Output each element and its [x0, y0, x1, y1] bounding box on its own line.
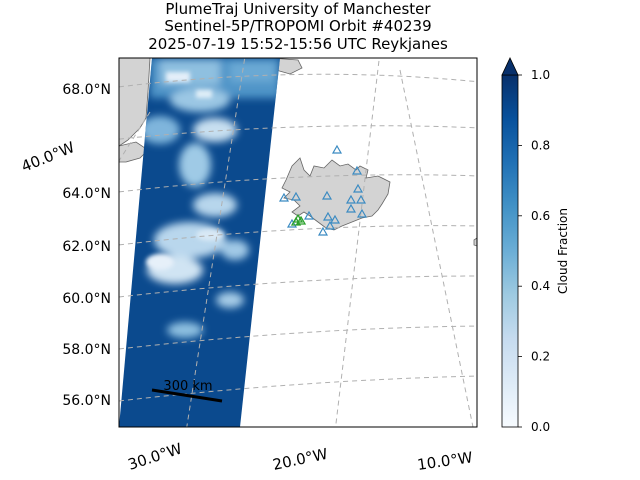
- colorbar-ticks: 0.0 0.2 0.4 0.6 0.8 1.0: [518, 68, 550, 434]
- colorbar-gradient: [501, 74, 519, 428]
- colorbar-tick-label: 1.0: [531, 68, 550, 82]
- volcano-marker: [352, 183, 364, 193]
- title-line-3: 2025-07-19 15:52-15:56 UTC Reykjanes: [148, 35, 448, 53]
- scale-bar-label: 300 km: [163, 379, 212, 394]
- colorbar-extend-arrow: [501, 57, 519, 76]
- lon-label-10: 10.0°W: [416, 448, 474, 474]
- map-frame: [118, 57, 478, 428]
- lat-label-60: 60.0°N: [62, 291, 111, 307]
- tropomi-swath: [119, 58, 280, 427]
- title-line-2: Sentinel-5P/TROPOMI Orbit #40239: [164, 17, 431, 35]
- volcano-marker: [329, 214, 341, 224]
- colorbar-tick-label: 0.8: [531, 138, 550, 152]
- lat-label-68: 68.0°N: [62, 82, 111, 98]
- lat-label-64: 64.0°N: [62, 186, 111, 202]
- lon-label-20: 20.0°W: [271, 445, 329, 474]
- greenland-land-south: [119, 141, 149, 163]
- colorbar-tick-label: 0.4: [531, 279, 550, 293]
- volcano-marker: [322, 211, 334, 221]
- colorbar-tick-label: 0.0: [531, 420, 550, 434]
- lat-label-58: 58.0°N: [62, 342, 111, 358]
- scale-bar: [151, 388, 223, 403]
- map-panel: 300 km: [119, 58, 477, 427]
- volcano-marker: [317, 226, 329, 236]
- volcano-marker: [356, 208, 368, 218]
- colorbar-label: Cloud Fraction: [556, 208, 570, 294]
- active-volcano-markers: [290, 213, 307, 226]
- volcano-marker: [321, 190, 333, 200]
- gridline-lon-10: [399, 69, 474, 427]
- volcano-marker: [355, 194, 367, 204]
- title-block: PlumeTraj University of Manchester Senti…: [148, 0, 448, 53]
- faroe-land: [473, 237, 477, 247]
- volcano-marker: [345, 194, 357, 204]
- lon-label-30: 30.0°W: [126, 439, 185, 473]
- gridlines: [119, 58, 477, 427]
- latitude-labels: 68.0°N 64.0°N 62.0°N 60.0°N 58.0°N 56.0°…: [62, 82, 111, 409]
- active-volcano-marker: [295, 215, 307, 225]
- gridline-lon-20: [335, 58, 380, 427]
- gridline-lon-40: [119, 111, 151, 162]
- volcano-marker: [290, 191, 302, 201]
- volcano-marker: [331, 144, 343, 154]
- volcano-marker: [345, 203, 357, 213]
- volcano-marker: [324, 220, 336, 230]
- colorbar-tick-label: 0.2: [531, 350, 550, 364]
- lat-label-62: 62.0°N: [62, 239, 111, 255]
- colorbar: 0.0 0.2 0.4 0.6 0.8 1.0 Cloud Fraction: [501, 57, 570, 434]
- volcano-marker: [351, 165, 363, 175]
- volcano-markers: [278, 144, 368, 236]
- active-volcano-marker: [290, 216, 302, 226]
- volcano-marker: [303, 210, 315, 220]
- lat-label-56: 56.0°N: [62, 393, 111, 409]
- lon-label-40: 40.0°W: [19, 138, 78, 176]
- colorbar-tick-label: 0.6: [531, 209, 550, 223]
- volcano-marker: [286, 218, 298, 228]
- title-line-1: PlumeTraj University of Manchester: [165, 0, 431, 18]
- volcano-marker: [278, 192, 290, 202]
- gridline-lon-30: [186, 58, 246, 427]
